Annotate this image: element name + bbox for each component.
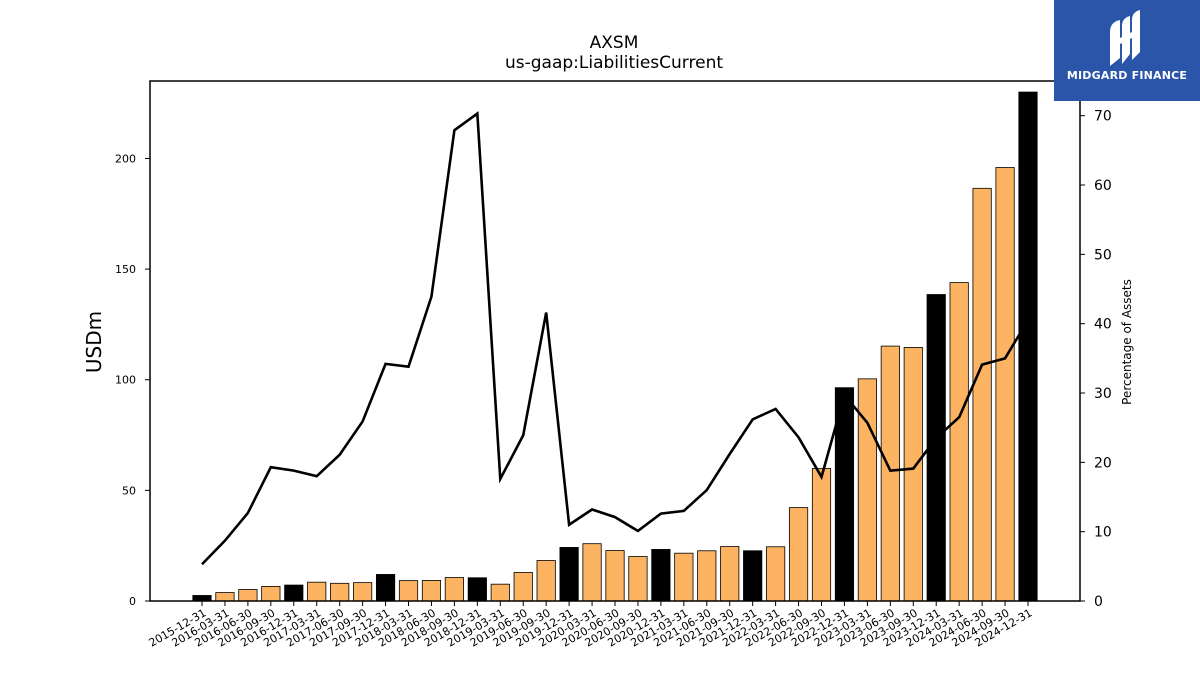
bar [1018, 91, 1038, 602]
y2-tick-label: 30 [1094, 386, 1112, 402]
y-tick-label: 150 [115, 263, 136, 276]
bar [490, 583, 510, 602]
bar [375, 574, 396, 602]
bar [559, 547, 579, 602]
bar [949, 282, 969, 602]
bar [398, 580, 419, 602]
line-layer [201, 111, 1030, 566]
bar [972, 187, 992, 602]
bar [261, 586, 281, 602]
chart-title: AXSM [590, 33, 639, 53]
axes-layer: 0501001502000102030405060702015-12-31201… [115, 80, 1112, 650]
bar [766, 546, 786, 602]
y2-tick-label: 60 [1094, 178, 1112, 194]
bar [330, 582, 350, 602]
bar [743, 550, 763, 602]
y-tick-label: 100 [115, 374, 136, 387]
y2-axis-label: Percentage of Assets [1120, 279, 1134, 405]
bar [284, 584, 304, 602]
bar [788, 507, 809, 602]
bar [536, 560, 556, 602]
y-tick-label: 50 [122, 484, 136, 497]
bar [513, 572, 533, 602]
bar [697, 550, 717, 602]
bar [995, 167, 1015, 602]
bar [421, 580, 442, 602]
bar [215, 592, 235, 602]
y-tick-label: 200 [115, 152, 136, 165]
bar [651, 549, 671, 602]
bar [582, 543, 602, 602]
logo-text: MIDGARD FINANCE [1066, 69, 1188, 82]
bar [605, 550, 625, 602]
bar [238, 589, 258, 602]
bar [444, 577, 464, 602]
y2-tick-label: 40 [1094, 317, 1112, 333]
midgard-finance-logo: MIDGARD FINANCE [1054, 0, 1200, 101]
y2-tick-label: 50 [1094, 247, 1112, 263]
bars-layer [192, 91, 1038, 602]
series-line [201, 111, 1030, 566]
y2-tick-label: 10 [1094, 525, 1112, 541]
y-axis-label: USDm [82, 311, 106, 373]
bar [811, 468, 832, 602]
bar [857, 378, 877, 602]
y2-tick-label: 20 [1094, 455, 1112, 471]
bar [880, 345, 900, 602]
y2-tick-label: 0 [1094, 594, 1103, 610]
logo-mark-icon [1110, 10, 1140, 66]
bar [467, 577, 487, 602]
bar [720, 546, 740, 602]
bar [192, 595, 212, 602]
bar [628, 556, 648, 602]
y2-tick-label: 70 [1094, 109, 1112, 125]
bar [307, 581, 327, 602]
y-tick-label: 0 [129, 595, 136, 608]
bar [353, 582, 373, 602]
chart-subtitle: us-gaap:LiabilitiesCurrent [505, 53, 723, 73]
bar [903, 347, 923, 602]
bar [674, 552, 694, 602]
